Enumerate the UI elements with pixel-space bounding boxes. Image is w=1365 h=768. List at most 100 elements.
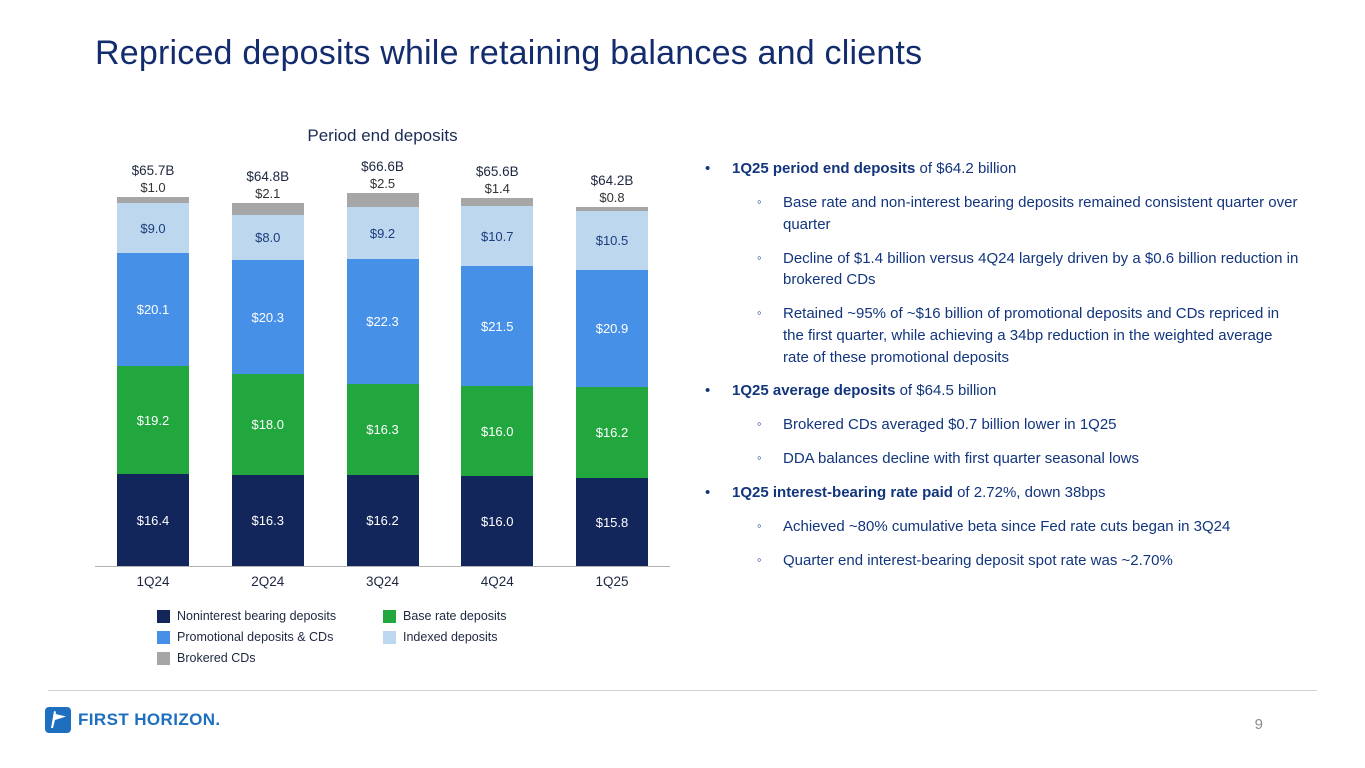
bar-segment-value: $16.0 (480, 423, 514, 439)
bar-segment (346, 193, 419, 207)
bar-segment: $15.8 (576, 478, 648, 566)
bullet-item: • 1Q25 interest-bearing rate paid of 2.72… (705, 482, 1300, 503)
brokered-cds-label: $2.5 (369, 175, 396, 191)
bar-segment-value: $16.2 (366, 513, 399, 528)
bar-segment: $10.5 (576, 211, 648, 270)
bar-segment: $16.2 (346, 475, 419, 566)
bar-segment-value: $9.0 (140, 220, 166, 236)
legend-item: Noninterest bearing deposits (157, 609, 383, 623)
sub-bullet-text: DDA balances decline with first quarter … (783, 450, 1140, 467)
page-title: Repriced deposits while retaining balanc… (95, 34, 923, 72)
bar-segment (231, 203, 304, 215)
bar-group-1Q24: $65.7B $1.0 $9.0 $20.1 $19.2 $16.4 (117, 162, 189, 566)
bar-segment: $16.2 (576, 387, 648, 478)
bullet-text: 1Q25 period end deposits of $64.2 billio… (732, 158, 1016, 179)
deposits-chart: Period end deposits $65.7B $1.0 $9.0 $20.1 $… (95, 120, 670, 665)
sub-bullet-marker: ◦ (757, 416, 762, 432)
bar-segment-value: $16.4 (136, 512, 170, 528)
bar-segment: $20.3 (231, 260, 304, 374)
bar-total-label: $64.8B (246, 169, 290, 185)
bar-segment-value: $20.1 (136, 302, 170, 317)
bar-segment-value: $9.2 (369, 225, 396, 241)
bar-segment-value: $19.2 (136, 412, 170, 428)
x-axis-label: 4Q24 (480, 574, 514, 589)
bar-segment-value: $15.8 (595, 514, 629, 530)
chart-title: Period end deposits (307, 126, 458, 145)
bar-segment (576, 207, 648, 211)
bullet-rest-text: of $64.5 billion (895, 382, 997, 400)
legend-label: Promotional deposits & CDs (177, 630, 334, 644)
first-horizon-logo: FIRST HORIZON. (45, 707, 221, 733)
bar-segment-value: $20.9 (595, 321, 629, 336)
legend-label: Noninterest bearing deposits (177, 609, 337, 623)
bullet-bold-text: 1Q25 interest-bearing rate paid (732, 483, 953, 501)
sub-bullet-marker: ◦ (757, 194, 762, 209)
sub-bullet-item: ◦ Base rate and non-interest bearing depo… (757, 192, 1300, 236)
bar-segment (117, 197, 189, 203)
bar-segment: $20.1 (117, 253, 189, 366)
bar-segment: $19.2 (117, 366, 189, 474)
bullet-rest-text: of $64.2 billion (915, 160, 1017, 177)
sub-bullet-item: ◦ DDA balances decline with first quarter… (757, 448, 1300, 470)
bar-segment: $9.0 (117, 203, 189, 253)
brokered-cds-label: $1.4 (484, 180, 510, 196)
brokered-cds-label: $1.0 (140, 179, 166, 195)
bullet-bold-text: 1Q25 average deposits (732, 382, 896, 400)
bar-group-1Q25: $64.2B $0.8 $10.5 $20.9 $16.2 $15.8 (576, 172, 648, 566)
sub-bullet-item: ◦ Brokered CDs averaged $0.7 billion lowe… (757, 414, 1300, 436)
sub-bullet-text: Base rate and non-interest bearing depos… (783, 194, 1298, 233)
legend-label: Base rate deposits (403, 609, 507, 623)
bar-stack: $10.7 $21.5 $16.0 $16.0 (461, 198, 534, 566)
legend-item: Base rate deposits (383, 609, 670, 623)
x-axis-label: 3Q24 (365, 574, 400, 589)
x-axis-labels: 1Q24 2Q24 3Q24 4Q24 1Q25 (95, 574, 670, 589)
bullet-item: • 1Q25 average deposits of $64.5 billion (705, 380, 1300, 401)
sub-bullet-text: Quarter end interest-bearing deposit spo… (783, 551, 1173, 569)
legend-label: Indexed deposits (403, 630, 498, 644)
bullet-bold-text: 1Q25 period end deposits (732, 160, 916, 177)
bar-stack: $9.2 $22.3 $16.3 $16.2 (346, 193, 419, 566)
page-number: 9 (1254, 716, 1263, 733)
sub-bullet-text: Achieved ~80% cumulative beta since Fed … (783, 517, 1231, 535)
sub-bullet-item: ◦ Retained ~95% of ~$16 billion of promot… (757, 303, 1300, 368)
bar-group-2Q24: $64.8B $2.1 $8.0 $20.3 $18.0 $16.3 (231, 168, 304, 566)
bullet-marker: • (705, 483, 711, 501)
x-axis-label: 2Q24 (251, 574, 285, 589)
bar-segment: $16.0 (461, 476, 534, 566)
sub-bullet-marker: ◦ (757, 551, 762, 567)
brokered-cds-label: $0.8 (599, 189, 625, 205)
bar-total-label: $64.2B (590, 173, 634, 189)
bullet-text: 1Q25 average deposits of $64.5 billion (732, 380, 996, 401)
sub-bullet-item: ◦ Achieved ~80% cumulative beta since Fed… (757, 516, 1300, 538)
sub-bullet-marker: ◦ (757, 249, 762, 265)
bar-segment: $8.0 (231, 215, 304, 260)
bar-segment-value: $16.3 (366, 422, 399, 437)
bar-segment: $21.5 (461, 266, 534, 386)
legend-swatch (157, 652, 170, 665)
bar-group-3Q24: $66.6B $2.5 $9.2 $22.3 $16.3 $16.2 (346, 158, 419, 566)
bar-segment: $16.3 (231, 475, 304, 566)
bar-segment-value: $18.0 (251, 417, 285, 432)
bar-total-label: $65.6B (475, 164, 519, 180)
sub-bullet-text: Brokered CDs averaged $0.7 billion lower… (783, 416, 1117, 434)
chart-plot-area: $65.7B $1.0 $9.0 $20.1 $19.2 $16.4 $64.8B $2.1 $… (95, 156, 670, 567)
bar-segment: $16.3 (346, 384, 419, 475)
first-horizon-logo-icon (45, 707, 71, 733)
bar-stack: $9.0 $20.1 $19.2 $16.4 (117, 197, 189, 566)
bar-segment-value: $10.7 (480, 228, 514, 244)
bar-stack: $10.5 $20.9 $16.2 $15.8 (576, 207, 648, 566)
footer-divider (48, 690, 1317, 691)
bar-stack: $8.0 $20.3 $18.0 $16.3 (231, 203, 304, 566)
bar-segment: $20.9 (576, 270, 648, 387)
sub-bullet-text: Decline of $1.4 billion versus 4Q24 larg… (783, 249, 1299, 289)
legend-swatch (383, 631, 396, 644)
legend-item: Brokered CDs (157, 651, 383, 665)
bullet-rest-text: of 2.72%, down 38bps (952, 483, 1106, 501)
sub-bullet-text: Retained ~95% of ~$16 billion of promoti… (783, 305, 1280, 366)
logo-wordmark: FIRST HORIZON. (78, 710, 221, 729)
bar-segment-value: $16.0 (480, 513, 514, 529)
bar-segment-value: $22.3 (366, 314, 399, 329)
legend-swatch (157, 631, 170, 644)
bullet-marker: • (705, 382, 711, 400)
